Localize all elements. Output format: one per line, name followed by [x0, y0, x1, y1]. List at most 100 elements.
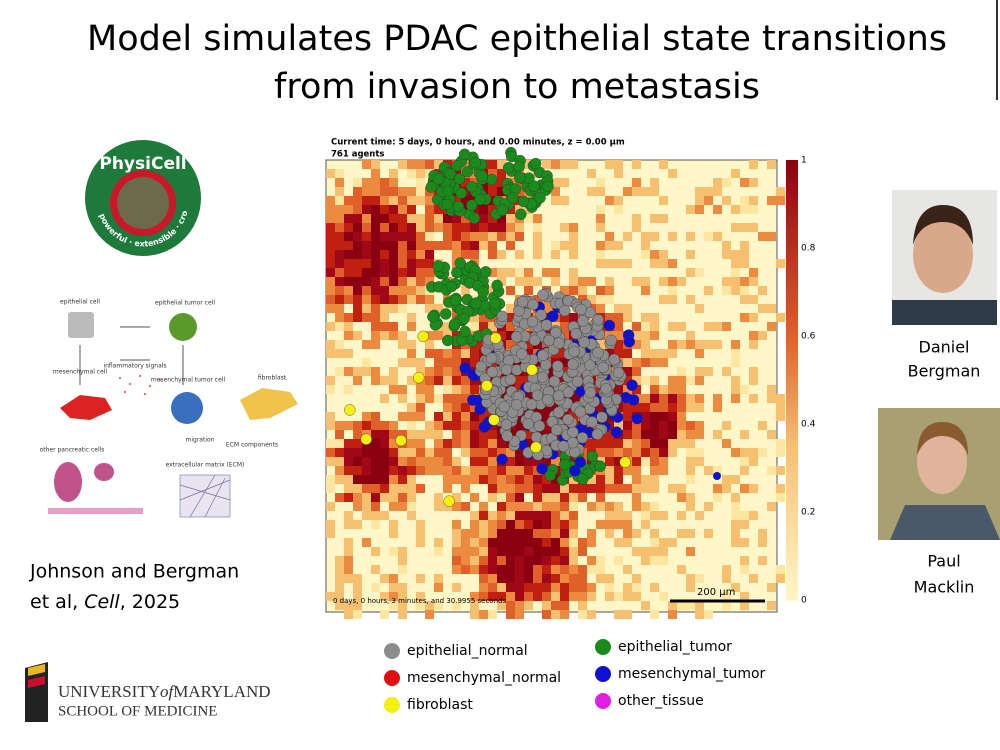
field-cell: [641, 430, 650, 439]
field-cell: [434, 583, 443, 592]
field-cell: [452, 502, 461, 511]
field-cell: [416, 448, 425, 457]
field-cell: [533, 556, 542, 565]
field-cell: [758, 421, 767, 430]
field-cell: [371, 421, 380, 430]
field-cell: [578, 493, 587, 502]
field-cell: [434, 601, 443, 610]
agent: [526, 364, 538, 376]
field-cell: [425, 250, 434, 259]
field-cell: [623, 232, 632, 241]
field-cell: [659, 250, 668, 259]
field-cell: [677, 421, 686, 430]
field-cell: [353, 493, 362, 502]
field-cell: [488, 583, 497, 592]
field-cell: [434, 367, 443, 376]
field-cell: [560, 565, 569, 574]
agent: [517, 195, 530, 208]
field-cell: [731, 502, 740, 511]
field-cell: [695, 268, 704, 277]
field-cell: [731, 475, 740, 484]
field-cell: [713, 484, 722, 493]
diagram-label: epithelial tumor cell: [155, 300, 215, 307]
field-cell: [560, 502, 569, 511]
agent: [570, 327, 582, 340]
field-cell: [362, 448, 371, 457]
field-cell: [695, 574, 704, 583]
field-cell: [740, 313, 749, 322]
field-cell: [641, 250, 650, 259]
field-cell: [740, 295, 749, 304]
field-cell: [488, 574, 497, 583]
field-cell: [542, 547, 551, 556]
field-cell: [659, 547, 668, 556]
field-cell: [749, 178, 758, 187]
field-cell: [389, 304, 398, 313]
field-cell: [389, 502, 398, 511]
field-cell: [731, 448, 740, 457]
agent: [470, 297, 482, 309]
field-cell: [434, 394, 443, 403]
field-cell: [605, 430, 614, 439]
field-cell: [596, 250, 605, 259]
field-cell: [686, 466, 695, 475]
field-cell: [515, 421, 524, 430]
field-cell: [533, 565, 542, 574]
field-cell: [335, 592, 344, 601]
field-cell: [443, 448, 452, 457]
field-cell: [722, 367, 731, 376]
person-name: Macklin: [914, 578, 975, 597]
field-cell: [335, 340, 344, 349]
field-cell: [497, 556, 506, 565]
field-cell: [479, 313, 488, 322]
legend-swatch: [595, 666, 611, 682]
field-cell: [686, 394, 695, 403]
field-cell: [344, 250, 353, 259]
field-cell: [614, 385, 623, 394]
field-cell: [551, 502, 560, 511]
field-cell: [416, 529, 425, 538]
field-cell: [335, 322, 344, 331]
field-cell: [335, 232, 344, 241]
field-cell: [650, 178, 659, 187]
field-cell: [398, 448, 407, 457]
field-cell: [515, 223, 524, 232]
field-cell: [704, 502, 713, 511]
field-cell: [641, 484, 650, 493]
agent: [486, 366, 499, 378]
agent: [619, 456, 631, 468]
field-cell: [614, 592, 623, 601]
field-cell: [344, 232, 353, 241]
field-cell: [353, 286, 362, 295]
field-cell: [542, 502, 551, 511]
field-cell: [452, 412, 461, 421]
field-cell: [371, 457, 380, 466]
agent: [478, 421, 491, 433]
agent: [627, 394, 640, 406]
field-cell: [479, 556, 488, 565]
field-cell: [470, 592, 479, 601]
field-cell: [488, 196, 497, 205]
agent: [559, 304, 571, 317]
field-cell: [398, 223, 407, 232]
field-cell: [695, 367, 704, 376]
field-cell: [389, 592, 398, 601]
field-cell: [551, 592, 560, 601]
field-cell: [524, 340, 533, 349]
field-cell: [434, 448, 443, 457]
field-cell: [641, 457, 650, 466]
field-cell: [659, 439, 668, 448]
field-cell: [668, 232, 677, 241]
field-cell: [353, 592, 362, 601]
field-cell: [407, 313, 416, 322]
field-cell: [758, 538, 767, 547]
field-cell: [668, 385, 677, 394]
field-cell: [371, 223, 380, 232]
field-cell: [326, 448, 335, 457]
field-cell: [362, 466, 371, 475]
agent: [504, 373, 517, 386]
field-cell: [560, 592, 569, 601]
citation: Johnson and Bergman: [29, 561, 239, 583]
field-cell: [533, 511, 542, 520]
legend-label: mesenchymal_tumor: [618, 666, 766, 682]
